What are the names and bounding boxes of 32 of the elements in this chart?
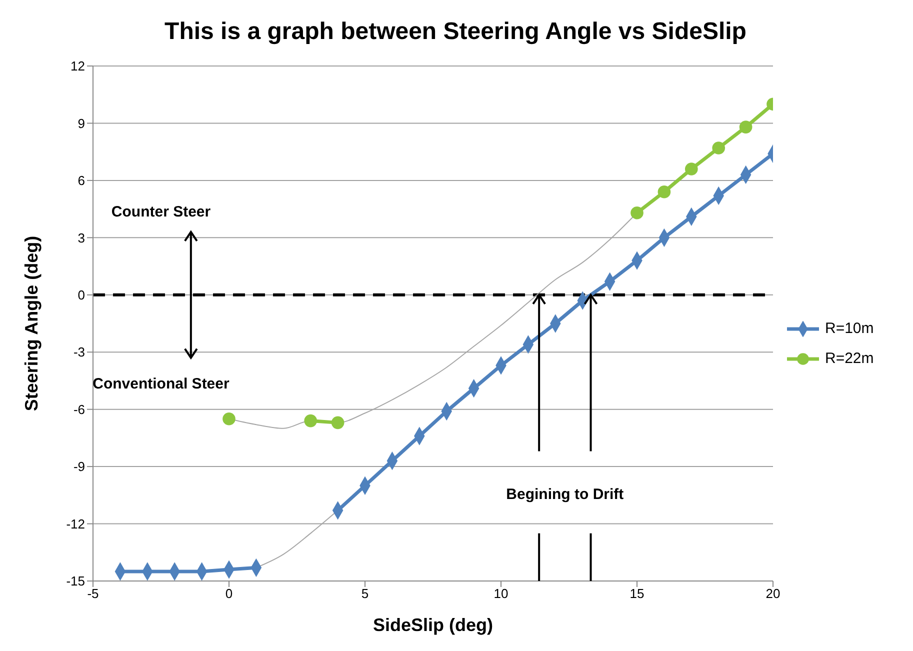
point [712,142,726,154]
point [304,414,318,428]
legend-label: R=22m [825,350,874,367]
y-tick-label: 9 [78,116,85,131]
point [658,185,671,198]
x-axis-title: SideSlip (deg) [372,615,494,635]
y-tick-label: 0 [78,288,85,303]
x-tick-label: 5 [361,586,369,602]
point [684,162,698,176]
y-tick-label: -3 [73,344,85,360]
y-tick-label: -15 [66,574,85,589]
legend-label: R=10m [825,320,874,337]
y-tick-label: -6 [73,402,85,417]
annotation: Conventional Steer [92,375,230,392]
y-tick-label: 12 [70,58,85,74]
y-tick-label: 3 [78,230,85,246]
x-tick-label: 15 [630,586,644,602]
y-tick-label: 6 [78,173,85,188]
x-tick-label: -5 [87,586,99,602]
point [331,416,344,430]
y-tick-label: -12 [66,516,85,532]
x-tick-label: 10 [494,586,508,602]
annotation: Begining to Drift [506,486,624,503]
y-axis-title: Steering Angle (deg) [21,236,42,412]
annotation: Counter Steer [111,204,211,221]
point [630,206,644,220]
point [739,120,752,134]
point [222,412,236,426]
chart-title: This is a graph between Steering Angle vs SideSlip [164,17,748,47]
x-tick-label: 20 [766,586,780,602]
x-tick-label: 0 [225,586,233,602]
y-tick-label: -9 [73,459,85,474]
